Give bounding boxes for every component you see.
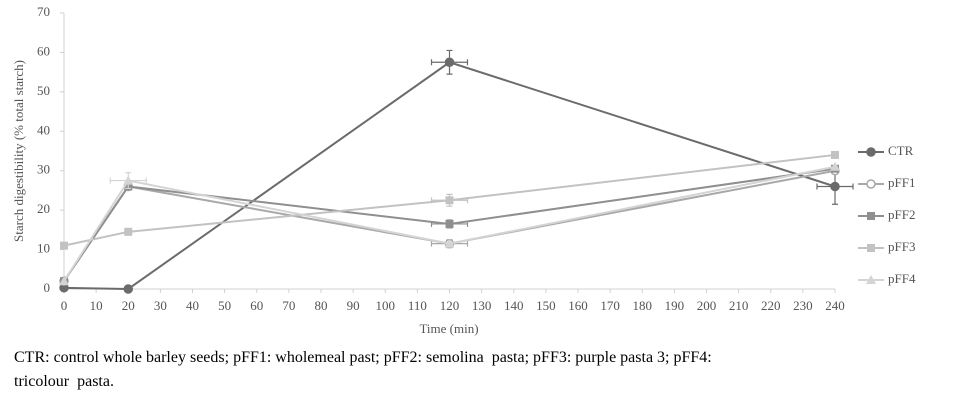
x-tick-label: 200	[697, 298, 717, 313]
x-tick-label: 140	[504, 298, 524, 313]
y-tick-label: 0	[44, 280, 51, 295]
legend-label: CTR	[888, 143, 914, 158]
chart: Starch digestibility (% total starch) Ti…	[11, 4, 916, 336]
point	[444, 238, 455, 248]
x-tick-label: 30	[154, 298, 167, 313]
y-tick-label: 50	[37, 83, 50, 98]
x-tick-label: 20	[122, 298, 135, 313]
x-tick-label: 120	[440, 298, 460, 313]
point	[445, 219, 454, 228]
x-tick-label: 170	[600, 298, 620, 313]
point	[444, 57, 455, 68]
x-axis-label: Time (min)	[419, 321, 478, 336]
x-tick-label: 110	[408, 298, 427, 313]
legend-marker	[867, 244, 875, 252]
point	[123, 284, 133, 294]
point	[123, 175, 134, 185]
y-axis-label: Starch digestibility (% total starch)	[11, 60, 26, 242]
point	[124, 227, 133, 236]
series-line	[63, 153, 836, 247]
y-tick-label: 40	[37, 122, 50, 137]
caption: CTR: control whole barley seeds; pFF1: w…	[14, 349, 716, 390]
x-tick-label: 70	[282, 298, 295, 313]
legend-label: pFF3	[888, 239, 915, 254]
x-tick-label: 40	[186, 298, 199, 313]
legend-label: pFF2	[888, 207, 915, 222]
legend-marker	[867, 212, 875, 220]
x-tick-label: 230	[793, 298, 813, 313]
y-tick-label: 60	[37, 43, 50, 58]
legend-marker	[866, 275, 876, 284]
x-tick-label: 10	[90, 298, 103, 313]
legend-label: pFF1	[888, 175, 915, 190]
point	[445, 196, 454, 205]
legend-label: pFF4	[888, 271, 916, 286]
point	[830, 161, 840, 171]
x-tick-label: 210	[729, 298, 749, 313]
x-tick-label: 240	[825, 298, 845, 313]
x-tick-label: 50	[218, 298, 231, 313]
x-tick-label: 160	[568, 298, 588, 313]
y-tick-label: 70	[37, 4, 50, 19]
x-tick-label: 0	[61, 298, 68, 313]
series-line	[63, 165, 836, 282]
y-tick-label: 10	[37, 241, 50, 256]
y-tick-label: 20	[37, 201, 50, 216]
point	[830, 181, 840, 192]
series-line	[63, 61, 836, 291]
x-tick-label: 130	[472, 298, 492, 313]
legend-marker	[866, 147, 876, 157]
x-tick-label: 60	[250, 298, 263, 313]
x-tick-label: 190	[665, 298, 685, 313]
series-line	[63, 167, 836, 282]
legend-marker	[866, 179, 876, 189]
x-tick-label: 80	[315, 298, 328, 313]
point	[59, 276, 69, 286]
point	[831, 150, 839, 159]
point	[60, 241, 68, 250]
x-tick-label: 220	[761, 298, 781, 313]
x-tick-label: 90	[347, 298, 360, 313]
x-tick-label: 150	[536, 298, 556, 313]
y-tick-label: 30	[37, 162, 50, 177]
x-tick-label: 180	[633, 298, 653, 313]
x-tick-label: 100	[376, 298, 396, 313]
